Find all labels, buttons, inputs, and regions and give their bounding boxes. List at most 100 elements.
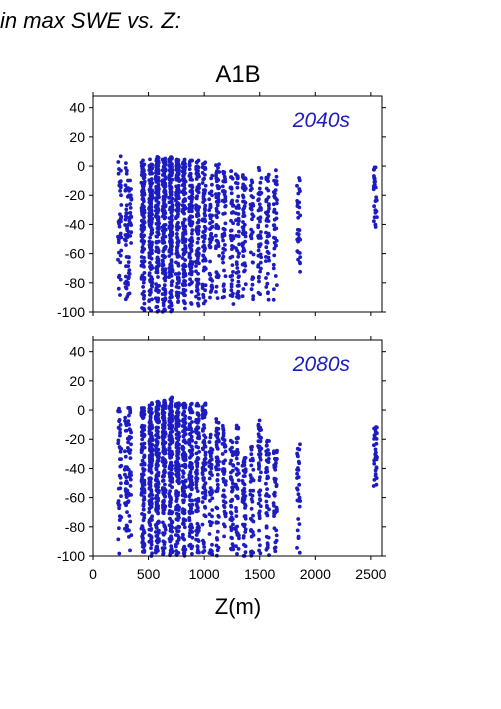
data-point <box>154 419 159 423</box>
data-point <box>297 260 302 265</box>
data-point <box>221 461 226 466</box>
data-point <box>168 290 173 295</box>
data-point <box>264 245 269 250</box>
data-point <box>169 524 174 529</box>
data-point <box>196 247 200 252</box>
data-point <box>119 515 124 520</box>
data-point <box>176 220 180 225</box>
data-point <box>296 232 301 237</box>
data-point <box>249 445 253 450</box>
data-point <box>207 208 212 213</box>
data-point <box>154 444 158 448</box>
data-point <box>175 421 180 425</box>
data-point <box>118 212 122 217</box>
data-point <box>188 542 193 547</box>
data-point <box>118 486 123 491</box>
data-point <box>168 501 173 506</box>
data-point <box>257 493 262 497</box>
data-point <box>230 498 234 503</box>
data-point <box>149 177 154 181</box>
data-point <box>295 486 299 491</box>
data-point <box>169 537 174 541</box>
data-point <box>125 168 129 173</box>
data-point <box>221 238 226 243</box>
data-point <box>230 440 235 445</box>
data-point <box>150 297 154 302</box>
data-point <box>295 528 300 533</box>
data-point <box>175 496 179 501</box>
data-point <box>197 261 201 266</box>
data-point <box>214 420 219 424</box>
data-point <box>234 271 239 275</box>
data-point <box>169 547 174 552</box>
data-point <box>258 216 263 220</box>
data-point <box>162 283 167 288</box>
data-point <box>141 545 146 550</box>
data-point <box>123 501 127 506</box>
data-point <box>188 432 192 437</box>
data-point <box>228 274 233 279</box>
data-point <box>187 254 192 259</box>
data-point <box>215 203 220 208</box>
data-point <box>189 461 194 466</box>
data-point <box>259 470 263 475</box>
data-point <box>189 487 194 492</box>
data-point <box>208 213 213 218</box>
data-point <box>169 232 174 237</box>
panel-2040s: 40 20 0 -20 -40 -60 -80 -100 2040s <box>57 92 386 320</box>
data-point <box>175 232 179 236</box>
data-point <box>154 428 159 433</box>
data-point <box>250 456 255 461</box>
data-point <box>187 442 192 447</box>
data-point <box>140 481 145 486</box>
data-point <box>235 262 239 267</box>
data-point <box>297 504 302 509</box>
data-point <box>194 451 199 456</box>
data-point <box>202 426 207 430</box>
data-point <box>200 181 205 185</box>
data-point <box>161 235 166 239</box>
data-point <box>258 180 263 185</box>
data-point <box>201 467 205 472</box>
data-point <box>230 234 235 239</box>
data-point <box>257 186 262 191</box>
data-point <box>168 242 173 247</box>
data-point <box>126 406 131 410</box>
data-point <box>264 511 269 515</box>
data-point <box>126 413 131 418</box>
data-point <box>296 215 301 220</box>
data-point <box>142 225 147 230</box>
plot-frame <box>92 339 383 557</box>
data-point <box>188 159 192 164</box>
data-point <box>147 425 152 430</box>
data-point <box>223 199 228 203</box>
data-point <box>189 522 193 527</box>
data-point <box>117 551 122 556</box>
data-point <box>177 196 181 201</box>
data-point <box>169 190 174 194</box>
data-point <box>156 490 161 495</box>
data-point <box>256 225 261 230</box>
data-point <box>243 544 248 549</box>
data-point <box>168 489 173 493</box>
data-point <box>250 201 255 206</box>
data-point <box>201 447 206 452</box>
data-point <box>274 216 279 221</box>
data-point <box>150 425 155 430</box>
data-point <box>194 277 199 282</box>
data-point <box>373 179 377 184</box>
data-point <box>297 522 302 526</box>
data-point <box>297 447 302 452</box>
data-point <box>140 447 145 451</box>
data-point <box>188 242 193 247</box>
data-point <box>170 279 175 284</box>
data-point <box>273 464 278 469</box>
data-point <box>203 456 208 461</box>
data-point <box>234 452 239 457</box>
data-point <box>210 542 214 547</box>
data-point <box>154 177 159 182</box>
data-point <box>229 288 234 293</box>
data-point <box>127 219 132 224</box>
data-point <box>259 191 264 195</box>
data-point <box>156 225 161 230</box>
